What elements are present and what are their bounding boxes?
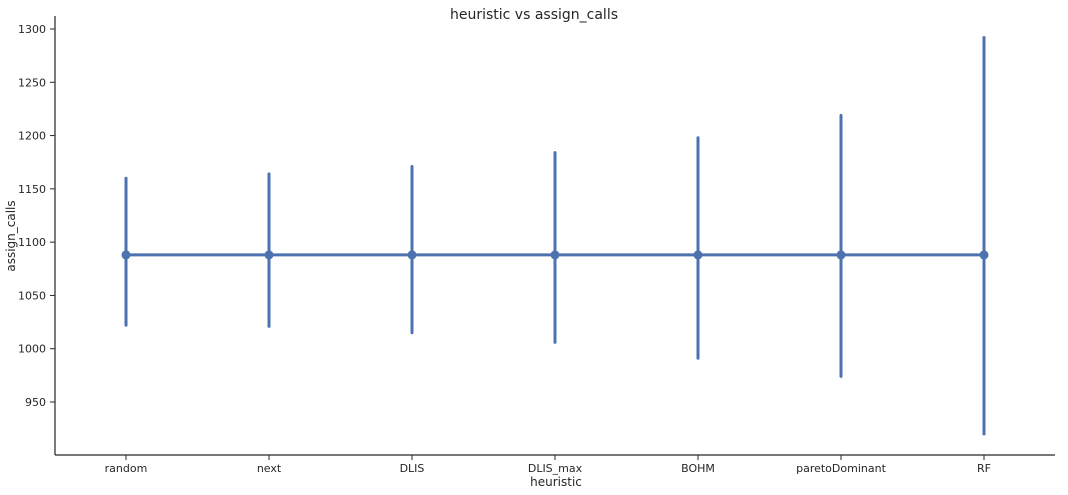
x-axis-ticks: random next DLIS DLIS_max BOHM paretoDominant… — [105, 455, 991, 475]
error-bars — [124, 36, 986, 436]
y-tick-label: 1050 — [18, 289, 46, 302]
y-tick-label: 1150 — [18, 183, 46, 196]
data-point — [407, 250, 417, 260]
x-tick-label: DLIS_max — [528, 462, 583, 475]
y-tick-label: 1250 — [18, 76, 46, 89]
data-point — [121, 250, 131, 260]
data-point — [693, 250, 703, 260]
data-point — [836, 250, 846, 260]
y-tick-label: 950 — [25, 396, 46, 409]
x-tick-label: next — [257, 462, 282, 475]
chart-title: heuristic vs assign_calls — [450, 7, 618, 23]
points — [121, 250, 989, 260]
x-tick-label: BOHM — [681, 462, 715, 475]
y-tick-label: 1200 — [18, 130, 46, 143]
x-tick-label: RF — [977, 462, 991, 475]
y-tick-label: 1300 — [18, 23, 46, 36]
y-axis-ticks: 950 1000 1050 1100 1150 1200 1250 1300 — [18, 23, 55, 409]
data-point — [979, 250, 989, 260]
x-tick-label: paretoDominant — [796, 462, 886, 475]
data-point — [550, 250, 560, 260]
y-axis-label: assign_calls — [4, 200, 18, 271]
y-tick-label: 1100 — [18, 236, 46, 249]
data-point — [264, 250, 274, 260]
y-tick-label: 1000 — [18, 343, 46, 356]
x-axis-label: heuristic — [530, 475, 582, 489]
x-tick-label: random — [105, 462, 148, 475]
x-tick-label: DLIS — [400, 462, 425, 475]
